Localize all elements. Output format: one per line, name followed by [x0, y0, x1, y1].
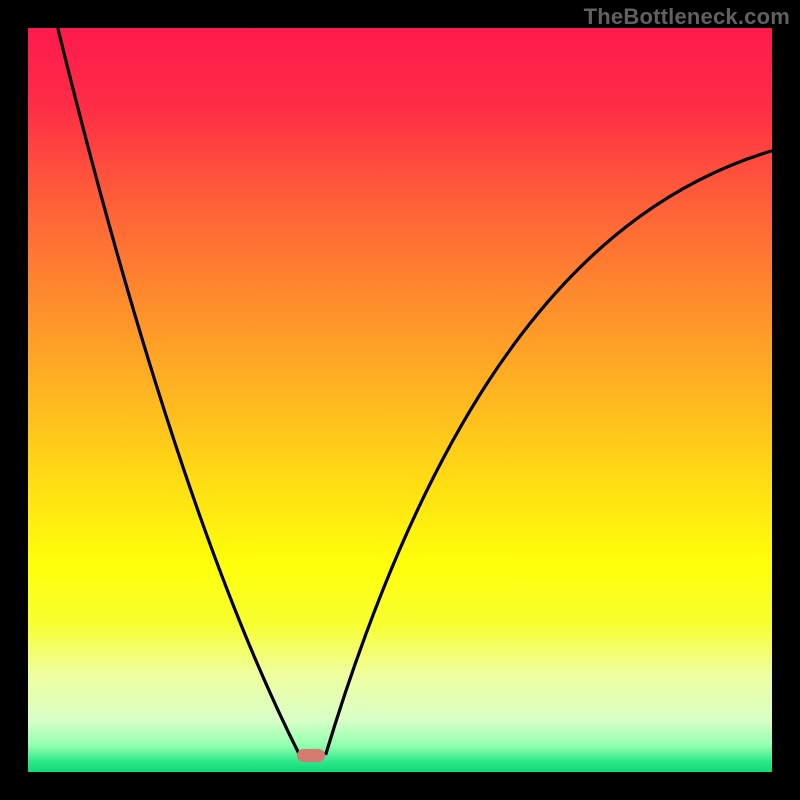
- watermark-text: TheBottleneck.com: [584, 4, 790, 30]
- minimum-marker: [297, 749, 325, 762]
- chart-background: [28, 28, 772, 772]
- chart-plot-area: [28, 28, 772, 772]
- chart-svg: [28, 28, 772, 772]
